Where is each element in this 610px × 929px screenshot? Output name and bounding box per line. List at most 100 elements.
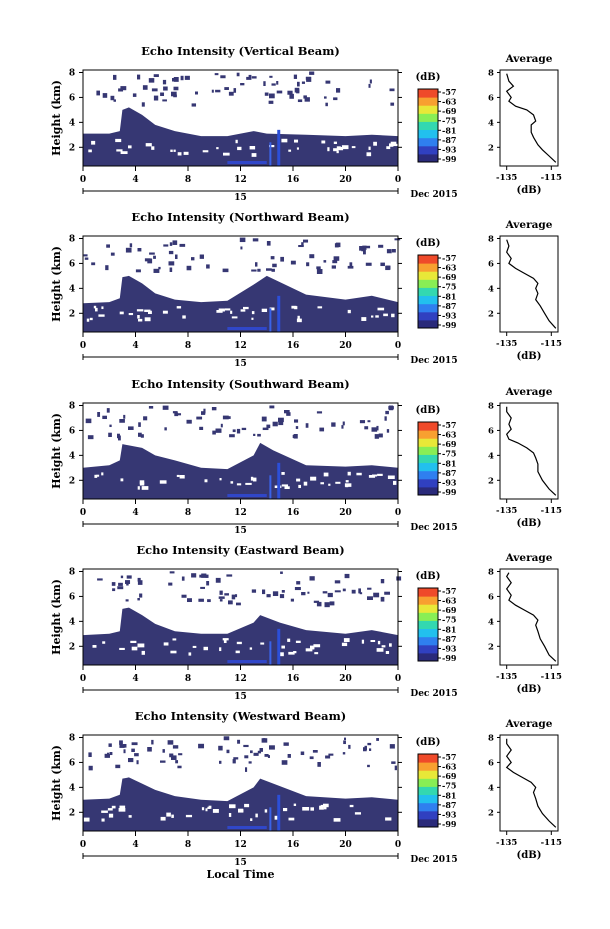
noise-pixel (341, 425, 344, 429)
panel-5: Echo Intensity (Westward Beam) 2 4 6 8 Height… (50, 709, 562, 868)
noise-pixel (132, 93, 137, 97)
echo-gap (295, 640, 301, 643)
noise-pixel (348, 744, 351, 749)
x-tick-label: 8 (185, 175, 191, 185)
x-tick-label: 4 (132, 175, 138, 185)
profile-y-tick-label: 2 (488, 808, 494, 818)
noise-pixel (334, 590, 341, 593)
noise-pixel (365, 262, 372, 266)
noise-pixel (232, 759, 236, 764)
noise-pixel (322, 591, 328, 594)
echo-gap (391, 313, 395, 318)
echo-gap (385, 651, 390, 654)
echo-region (83, 275, 398, 332)
noise-pixel (301, 242, 304, 247)
x-tick-label: 8 (185, 341, 191, 351)
noise-pixel (162, 99, 167, 102)
profile-frame (499, 402, 559, 500)
profile-y-tick-label: 4 (488, 118, 494, 128)
y-tick-label: 2 (69, 143, 75, 153)
echo-gap (377, 640, 381, 645)
echo-gap (240, 309, 246, 312)
noise-pixel (283, 742, 289, 746)
x-tick-label: 20 (339, 175, 352, 185)
echo-gap (222, 638, 229, 641)
colorbar-tick-label: -99 (442, 487, 457, 497)
colorbar-unit: (dB) (416, 72, 441, 83)
colorbar-tick-label: -75 (442, 116, 456, 126)
noise-pixel (233, 757, 239, 760)
echo-gap (255, 813, 258, 818)
noise-pixel (219, 590, 223, 595)
noise-pixel (384, 416, 387, 421)
noise-pixel (329, 601, 335, 606)
noise-pixel (246, 76, 252, 80)
noise-pixel (278, 421, 284, 426)
noise-pixel (126, 575, 132, 579)
noise-pixel (228, 91, 234, 96)
echo-gap (333, 818, 341, 822)
noise-pixel (237, 739, 241, 744)
noise-pixel (248, 761, 252, 764)
noise-pixel (137, 580, 143, 585)
echo-gap (281, 472, 285, 475)
echo-gap (361, 317, 367, 321)
profile-y-tick-label: 8 (488, 567, 494, 577)
noise-pixel (269, 405, 275, 409)
echo-gap (249, 647, 253, 650)
echo-gap (296, 478, 301, 482)
noise-pixel (324, 96, 327, 99)
noise-pixel (294, 419, 299, 423)
noise-pixel (363, 747, 367, 752)
noise-pixel (236, 428, 241, 434)
noise-pixel (140, 434, 144, 438)
echo-gap (361, 639, 365, 644)
noise-pixel (106, 244, 110, 248)
day-label: 15 (234, 692, 247, 702)
noise-pixel (279, 594, 285, 599)
echo-gap (323, 472, 329, 477)
noise-pixel (378, 244, 384, 248)
echo-gap (239, 809, 244, 813)
colorbar-segment (418, 762, 438, 771)
panel-4: Echo Intensity (Eastward Beam) 2 4 6 8 Height… (50, 543, 562, 702)
noise-pixel (171, 755, 177, 760)
noise-pixel (180, 75, 184, 81)
noise-pixel (215, 89, 221, 93)
colorbar-tick-label: -69 (442, 605, 457, 615)
noise-pixel (112, 588, 116, 592)
noise-pixel (266, 268, 272, 271)
y-tick-label: 8 (69, 68, 75, 78)
echo-gap (166, 812, 171, 817)
noise-pixel (351, 589, 356, 594)
profile-title: Average (505, 53, 553, 65)
noise-pixel (128, 758, 134, 763)
noise-pixel (263, 81, 266, 87)
echo-gap (260, 642, 265, 645)
echo-gap (373, 141, 377, 146)
noise-pixel (229, 434, 235, 438)
profile-x-label: (dB) (517, 684, 542, 695)
echo-region (83, 777, 398, 831)
colorbar-tick-label: -75 (442, 282, 456, 292)
noise-pixel (149, 252, 155, 255)
noise-pixel (391, 761, 396, 764)
colorbar-tick-label: -81 (442, 790, 456, 800)
noise-pixel (226, 749, 230, 754)
y-axis-label: Height (km) (50, 579, 63, 655)
echo-gap (230, 310, 233, 314)
colorbar-tick-label: -81 (442, 291, 456, 301)
echo-gap (375, 315, 379, 318)
colorbar-tick-label: -87 (442, 301, 456, 311)
noise-pixel (198, 598, 204, 602)
noise-pixel (123, 749, 126, 754)
noise-pixel (203, 408, 206, 414)
noise-pixel (359, 420, 366, 424)
noise-pixel (119, 744, 125, 748)
y-tick-label: 4 (69, 451, 75, 461)
noise-pixel (136, 760, 139, 765)
noise-pixel (186, 419, 192, 424)
noise-pixel (319, 427, 325, 432)
noise-pixel (173, 86, 179, 91)
noise-pixel (374, 434, 379, 439)
